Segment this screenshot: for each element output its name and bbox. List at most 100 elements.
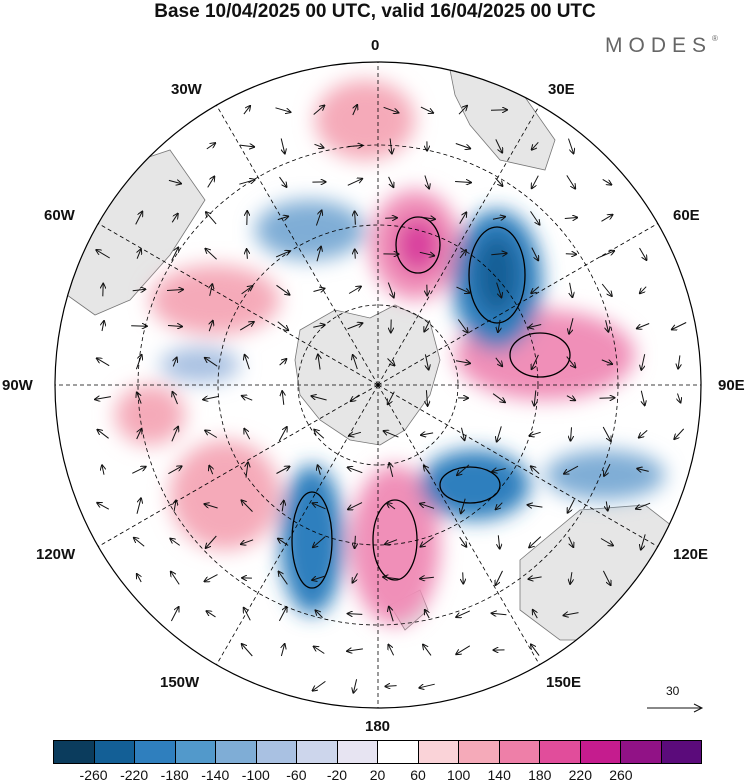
wind-vector <box>205 574 218 582</box>
wind-vector <box>498 319 500 332</box>
colorbar-swatch <box>135 741 176 763</box>
contour-negative-150w <box>291 491 333 589</box>
wind-vector <box>246 462 248 478</box>
reference-vector-arrow <box>647 703 704 713</box>
wind-vector <box>355 535 356 548</box>
negative-anomaly-90w-inner <box>160 347 240 383</box>
wind-vector <box>205 249 217 260</box>
wind-vector <box>281 644 284 657</box>
positive-anomaly-60w <box>150 265 280 335</box>
wind-vector <box>497 426 502 441</box>
colorbar-tick-label: 20 <box>369 767 386 783</box>
wind-vector <box>602 570 610 585</box>
wind-vector <box>96 250 110 259</box>
latitude-circle-mid <box>217 224 539 546</box>
wind-vector <box>420 106 433 113</box>
wind-vector <box>210 284 213 296</box>
colorbar-tick-label: -100 <box>241 767 270 783</box>
wind-vector <box>282 501 284 512</box>
modes-logo: MODES® <box>605 34 718 58</box>
wind-vector <box>348 502 363 510</box>
lon-label-30w: 30W <box>171 81 202 98</box>
wind-vector <box>387 282 393 298</box>
negative-anomaly-120e <box>420 450 530 520</box>
wind-vector <box>95 397 111 400</box>
wind-vector <box>492 393 505 403</box>
wind-vector <box>206 212 217 225</box>
wind-vector <box>564 465 579 474</box>
wind-vector <box>456 610 471 617</box>
wind-vector <box>102 465 104 475</box>
wind-vector <box>135 355 141 370</box>
wind-vector <box>602 426 611 441</box>
wind-vector <box>456 645 471 654</box>
wind-vector <box>566 175 575 188</box>
wind-vector <box>316 610 323 618</box>
wind-vector <box>314 647 325 654</box>
wind-vector <box>355 249 356 259</box>
meridian-line <box>377 105 540 386</box>
wind-vector <box>457 319 467 333</box>
lon-label-120w: 120W <box>36 546 76 563</box>
wind-vector <box>205 431 218 438</box>
wind-vector <box>167 326 182 327</box>
lon-label-120e: 120E <box>673 546 709 563</box>
wind-vector <box>389 463 392 478</box>
wind-vector <box>601 283 612 296</box>
wind-vector <box>136 429 142 440</box>
wind-vector <box>318 465 321 475</box>
wind-vector <box>316 247 321 262</box>
lon-label-0: 0 <box>371 37 380 54</box>
wind-vector <box>207 611 216 618</box>
contour-positive-prime-meridian <box>395 216 441 274</box>
wind-vector <box>458 106 467 115</box>
colorbar-tick-label: -60 <box>286 767 307 783</box>
wind-vector <box>459 250 466 259</box>
meridian-line <box>377 384 658 547</box>
wind-vector <box>641 390 644 406</box>
wind-vector <box>492 613 507 615</box>
meridian-line <box>216 384 379 665</box>
positive-anomaly-120w <box>170 440 280 550</box>
colorbar-swatch <box>256 741 297 763</box>
wind-vector <box>601 215 613 222</box>
colorbar-swatch <box>175 741 216 763</box>
wind-vector <box>383 577 399 579</box>
wind-vector <box>279 176 287 187</box>
colorbar-swatch <box>297 741 338 763</box>
wind-vector <box>496 282 502 298</box>
reference-vector-label: 30 <box>666 684 680 698</box>
anomaly-contours <box>291 216 571 589</box>
wind-vector <box>565 254 576 255</box>
wind-vector <box>637 323 650 329</box>
wind-vector <box>279 359 287 366</box>
meridian-line <box>377 223 658 386</box>
wind-vector <box>383 106 399 112</box>
wind-vector <box>600 538 613 546</box>
wind-vector <box>599 251 614 258</box>
wind-vector <box>387 503 396 510</box>
lon-label-180: 180 <box>365 718 391 735</box>
wind-vector <box>455 182 471 183</box>
wind-vector <box>311 396 327 401</box>
wind-vector <box>275 251 290 258</box>
wind-vector <box>425 354 428 369</box>
wind-vector <box>640 286 647 294</box>
wind-vector <box>348 287 361 294</box>
wind-vector <box>171 248 179 261</box>
wind-vector <box>209 321 213 332</box>
wind-vector <box>530 211 540 224</box>
wind-vector <box>568 536 574 547</box>
colorbar-tick-label: -20 <box>326 767 348 783</box>
colorbar-tick-label: -140 <box>201 767 230 783</box>
wind-vector <box>532 175 539 189</box>
wind-vector <box>495 177 503 186</box>
wind-vector <box>529 432 541 435</box>
wind-vector <box>533 610 538 619</box>
lon-label-150e: 150E <box>546 674 582 691</box>
wind-vector <box>419 683 435 688</box>
polar-map <box>54 61 702 709</box>
wind-vector <box>419 217 435 219</box>
wind-vector <box>531 466 540 475</box>
wind-vector <box>97 358 110 367</box>
